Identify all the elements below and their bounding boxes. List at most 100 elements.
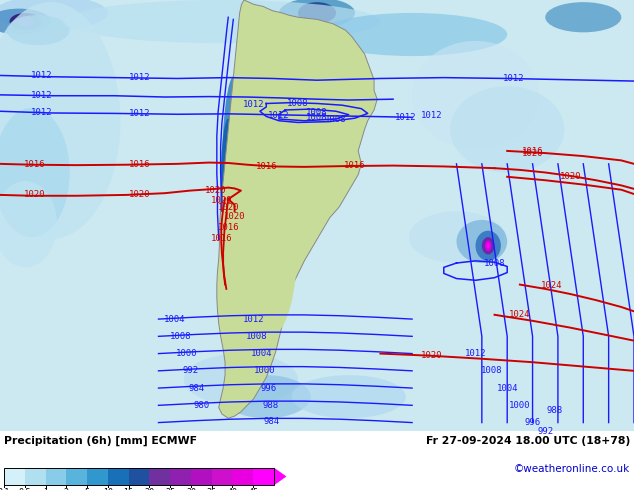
Bar <box>129 467 150 485</box>
Ellipse shape <box>0 181 57 268</box>
Ellipse shape <box>487 243 489 248</box>
Text: 1008: 1008 <box>306 113 328 122</box>
Text: 1012: 1012 <box>465 349 486 358</box>
Ellipse shape <box>63 0 380 43</box>
Ellipse shape <box>412 41 539 149</box>
Ellipse shape <box>222 75 247 270</box>
Ellipse shape <box>226 223 230 234</box>
Text: 1012: 1012 <box>503 74 524 83</box>
Text: Precipitation (6h) [mm] ECMWF: Precipitation (6h) [mm] ECMWF <box>4 436 197 446</box>
Ellipse shape <box>225 198 231 250</box>
Bar <box>150 467 170 485</box>
Ellipse shape <box>220 119 236 270</box>
Text: 1016: 1016 <box>217 223 239 232</box>
Text: 30: 30 <box>186 488 196 490</box>
Ellipse shape <box>0 2 120 239</box>
Ellipse shape <box>292 375 406 418</box>
Text: 1008: 1008 <box>484 259 505 269</box>
Text: 1000: 1000 <box>176 349 198 358</box>
Bar <box>108 467 129 485</box>
Text: 1016: 1016 <box>344 161 366 170</box>
Text: ©weatheronline.co.uk: ©weatheronline.co.uk <box>514 464 630 473</box>
Text: 45: 45 <box>248 488 258 490</box>
Text: 1008: 1008 <box>306 108 328 117</box>
FancyArrow shape <box>274 467 287 485</box>
Text: 1000: 1000 <box>254 367 276 375</box>
Ellipse shape <box>298 2 336 24</box>
Bar <box>212 467 233 485</box>
Text: 5: 5 <box>84 488 89 490</box>
Bar <box>4 467 25 485</box>
Ellipse shape <box>456 220 507 263</box>
Ellipse shape <box>317 13 507 56</box>
Text: 1016: 1016 <box>211 234 233 243</box>
Bar <box>25 467 46 485</box>
Ellipse shape <box>223 162 233 270</box>
Text: 988: 988 <box>547 406 563 415</box>
Text: 1020: 1020 <box>560 172 581 181</box>
Text: 1012: 1012 <box>420 111 442 120</box>
Text: 1012: 1012 <box>129 73 150 82</box>
Text: 1020: 1020 <box>129 190 150 198</box>
Ellipse shape <box>0 9 51 34</box>
Ellipse shape <box>184 354 298 405</box>
Text: 1004: 1004 <box>496 384 518 392</box>
Text: 35: 35 <box>207 488 217 490</box>
Text: 988: 988 <box>262 401 278 410</box>
Bar <box>191 467 212 485</box>
Text: 1012: 1012 <box>268 111 290 120</box>
Text: 1012: 1012 <box>129 109 150 118</box>
Text: 1020: 1020 <box>24 191 46 199</box>
Ellipse shape <box>247 140 298 334</box>
Text: 25: 25 <box>165 488 175 490</box>
Text: Fr 27-09-2024 18.00 UTC (18+78): Fr 27-09-2024 18.00 UTC (18+78) <box>426 436 630 446</box>
Ellipse shape <box>260 56 374 134</box>
Text: 996: 996 <box>261 384 277 392</box>
Text: 1008: 1008 <box>481 367 502 375</box>
Text: 1012: 1012 <box>30 71 52 80</box>
Text: 1008: 1008 <box>170 332 191 341</box>
Text: 1020: 1020 <box>224 212 245 221</box>
Text: 1000: 1000 <box>509 401 531 410</box>
Text: 1004: 1004 <box>250 349 272 358</box>
Ellipse shape <box>226 218 231 239</box>
Text: 1016: 1016 <box>522 147 543 156</box>
Text: 996: 996 <box>524 418 541 427</box>
Ellipse shape <box>545 2 621 32</box>
Ellipse shape <box>241 34 368 121</box>
Text: 1016: 1016 <box>256 162 277 171</box>
Text: 40: 40 <box>228 488 238 490</box>
Ellipse shape <box>0 0 108 30</box>
Text: 1012: 1012 <box>30 91 52 100</box>
Text: 1: 1 <box>43 488 48 490</box>
Bar <box>46 467 67 485</box>
Text: 1012: 1012 <box>243 315 264 323</box>
Text: 1012: 1012 <box>30 108 52 118</box>
Ellipse shape <box>10 13 41 30</box>
Polygon shape <box>217 0 377 418</box>
Text: 10: 10 <box>103 488 113 490</box>
Text: 1008: 1008 <box>246 332 268 341</box>
Text: 1020: 1020 <box>211 196 233 205</box>
Ellipse shape <box>409 211 504 263</box>
Bar <box>170 467 191 485</box>
Text: 992: 992 <box>537 427 553 436</box>
Text: 15: 15 <box>124 488 134 490</box>
Ellipse shape <box>0 108 70 237</box>
Text: 992: 992 <box>182 367 198 375</box>
Text: 1012: 1012 <box>243 100 264 109</box>
Text: 0.5: 0.5 <box>18 488 31 490</box>
Ellipse shape <box>476 231 501 261</box>
Text: 1016: 1016 <box>129 160 150 169</box>
Text: 1012: 1012 <box>395 113 417 122</box>
Bar <box>253 467 274 485</box>
Bar <box>4 467 274 485</box>
Text: 1008: 1008 <box>287 99 309 108</box>
Bar <box>67 467 87 485</box>
Ellipse shape <box>482 237 495 254</box>
Ellipse shape <box>279 0 355 28</box>
Text: 1024: 1024 <box>541 281 562 290</box>
Ellipse shape <box>6 15 70 45</box>
Text: 20: 20 <box>145 488 155 490</box>
Ellipse shape <box>485 241 491 251</box>
